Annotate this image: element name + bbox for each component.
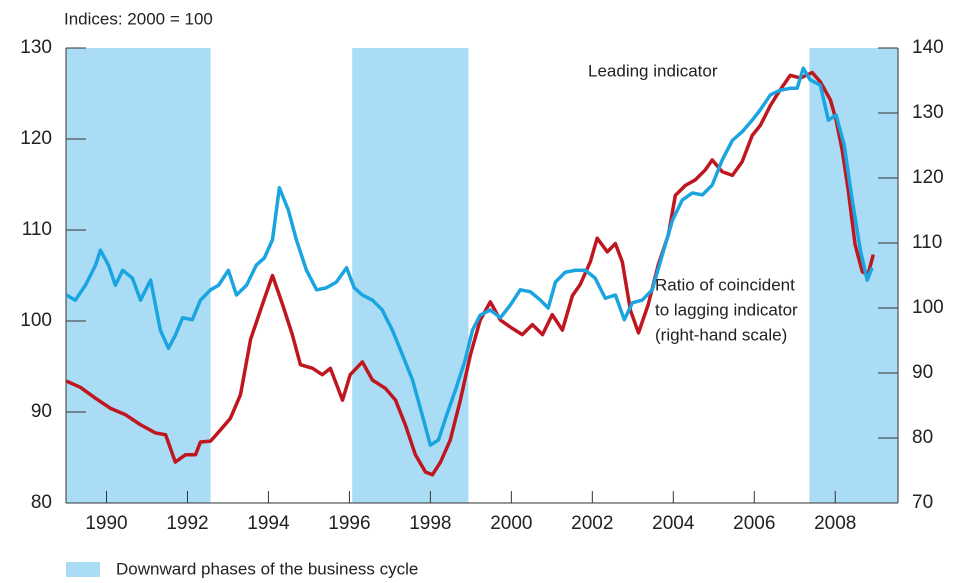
- x-tick-label: 1992: [166, 513, 208, 534]
- y2-tick-label: 100: [912, 297, 944, 318]
- x-tick-label: 2000: [490, 513, 532, 534]
- y-tick-label: 120: [20, 128, 52, 149]
- y2-tick-label: 140: [912, 37, 944, 58]
- y2-tick-label: 130: [912, 102, 944, 123]
- y-tick-label: 100: [20, 310, 52, 331]
- y2-tick-label: 120: [912, 167, 944, 188]
- y2-tick-label: 70: [912, 492, 933, 513]
- x-tick-label: 2006: [733, 513, 775, 534]
- y2-tick-label: 110: [912, 232, 942, 253]
- x-tick-label: 1998: [409, 513, 451, 534]
- y-tick-label: 80: [31, 492, 52, 513]
- x-tick-label: 1994: [247, 513, 290, 534]
- shaded-phase: [66, 48, 211, 503]
- x-tick-label: 2008: [814, 513, 856, 534]
- annotation: Leading indicator: [588, 61, 718, 80]
- annotation: (right-hand scale): [655, 325, 787, 344]
- x-tick-label: 1990: [85, 513, 127, 534]
- series-line: [65, 66, 874, 447]
- x-tick-label: 2004: [652, 513, 695, 534]
- x-tick-label: 1996: [328, 513, 370, 534]
- y-tick-label: 90: [31, 401, 52, 422]
- y-tick-label: 110: [22, 219, 52, 240]
- y-axis-label: Indices: 2000 = 100: [64, 9, 213, 28]
- x-tick-label: 2002: [571, 513, 613, 534]
- y2-tick-label: 90: [912, 362, 933, 383]
- annotation: to lagging indicator: [655, 300, 798, 319]
- legend-swatch: [66, 562, 100, 577]
- shaded-phase: [809, 48, 898, 503]
- y-tick-label: 130: [20, 37, 52, 58]
- annotation: Ratio of coincident: [655, 275, 795, 294]
- y2-tick-label: 80: [912, 427, 933, 448]
- shaded-phase: [352, 48, 469, 503]
- series-line: [65, 70, 875, 477]
- legend-label: Downward phases of the business cycle: [116, 559, 418, 578]
